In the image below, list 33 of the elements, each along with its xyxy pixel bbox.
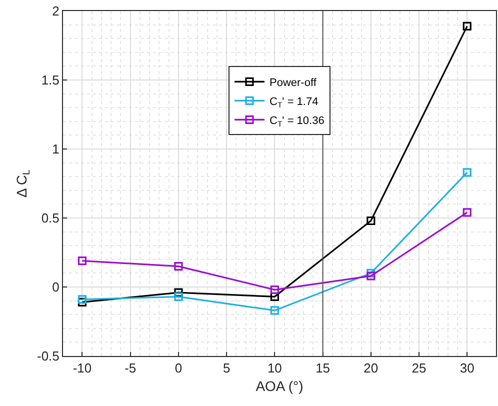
y-tick-label: -0.5 xyxy=(36,348,60,364)
point xyxy=(174,292,183,301)
x-tick-label: 20 xyxy=(364,360,378,376)
legend-label: C$_{T}$' = 10.36 xyxy=(270,114,324,128)
point xyxy=(270,306,279,315)
y-tick-label: 0.5 xyxy=(41,210,60,226)
point xyxy=(462,22,472,30)
y-tick-label: 1 xyxy=(52,142,60,157)
x-tick-label: -5 xyxy=(124,360,136,376)
point xyxy=(78,256,87,266)
x-tick-label: -10 xyxy=(72,360,92,376)
point xyxy=(462,208,472,217)
x-axis-title: AOA (°) xyxy=(256,378,304,394)
legend-label: Power-off xyxy=(270,76,318,89)
x-tick-label: 10 xyxy=(267,360,282,376)
x-tick-label: 25 xyxy=(412,360,426,376)
y-tick-label: 1.5 xyxy=(41,72,60,88)
point xyxy=(270,292,279,301)
x-tick-label: 5 xyxy=(222,360,230,376)
legend-label: C$_{T}$' = 1.74 xyxy=(270,96,318,110)
x-tick-label: 15 xyxy=(316,360,330,376)
point xyxy=(462,168,472,177)
point xyxy=(78,295,87,304)
y-tick-label: 0 xyxy=(52,280,60,295)
point xyxy=(270,285,279,294)
x-tick-label: 30 xyxy=(460,360,474,376)
point xyxy=(366,216,376,226)
point xyxy=(174,288,183,297)
point xyxy=(366,272,376,280)
point xyxy=(78,298,87,306)
point xyxy=(174,262,183,271)
x-tick-label: 0 xyxy=(174,360,182,376)
y-tick-label: 2 xyxy=(52,4,60,19)
